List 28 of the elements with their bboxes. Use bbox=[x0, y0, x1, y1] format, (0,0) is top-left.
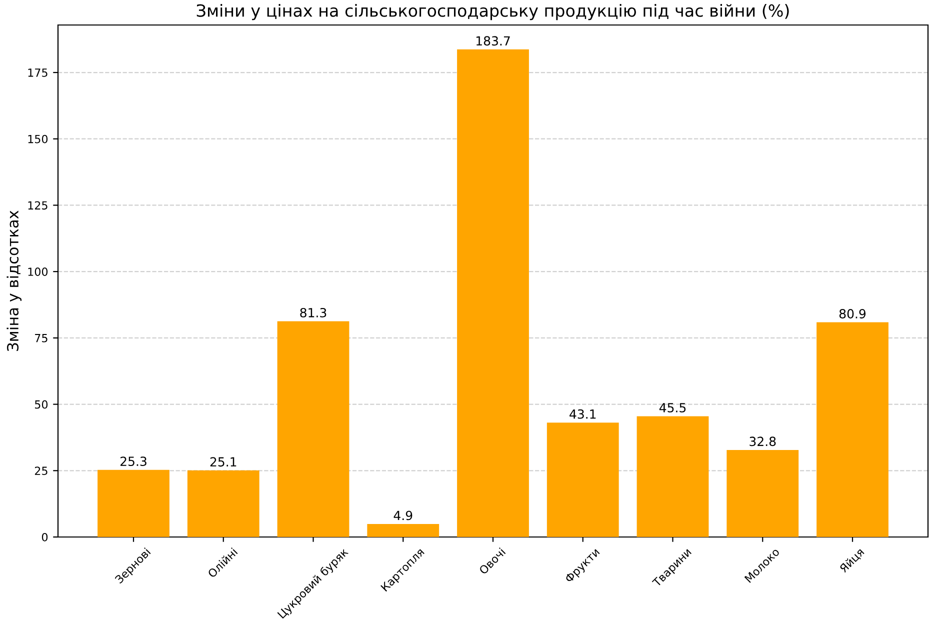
data-label: 80.9 bbox=[839, 309, 866, 318]
bar bbox=[816, 322, 888, 537]
bar bbox=[277, 321, 350, 537]
data-label: 43.1 bbox=[570, 409, 596, 419]
bar bbox=[726, 450, 799, 537]
data-label: 4.9 bbox=[394, 510, 412, 520]
bar bbox=[367, 524, 440, 537]
y-tick-label: 75 bbox=[35, 334, 48, 342]
bar bbox=[457, 49, 529, 537]
data-label: 25.3 bbox=[120, 456, 146, 466]
y-axis-title: Зміна у відсотках bbox=[6, 210, 22, 351]
bar bbox=[187, 470, 260, 537]
data-label: 81.3 bbox=[300, 308, 326, 318]
data-label: 25.1 bbox=[210, 457, 236, 467]
data-label: 183.7 bbox=[476, 36, 510, 46]
y-tick-label: 150 bbox=[28, 134, 48, 144]
y-tick-label: 125 bbox=[28, 201, 48, 210]
y-tick-label: 100 bbox=[28, 268, 48, 276]
y-tick-label: 25 bbox=[34, 466, 48, 476]
data-label: 32.8 bbox=[750, 436, 776, 446]
bar bbox=[98, 470, 170, 537]
y-tick-label: 0 bbox=[42, 532, 48, 542]
bar bbox=[546, 422, 619, 537]
chart-title: Зміни у цінах на сільськогосподарську продукцію під час війни (%) bbox=[196, 4, 789, 20]
y-tick-label: 50 bbox=[34, 400, 48, 409]
bar bbox=[636, 416, 709, 537]
data-label: 45.5 bbox=[659, 403, 686, 412]
y-tick-label: 175 bbox=[28, 68, 48, 77]
